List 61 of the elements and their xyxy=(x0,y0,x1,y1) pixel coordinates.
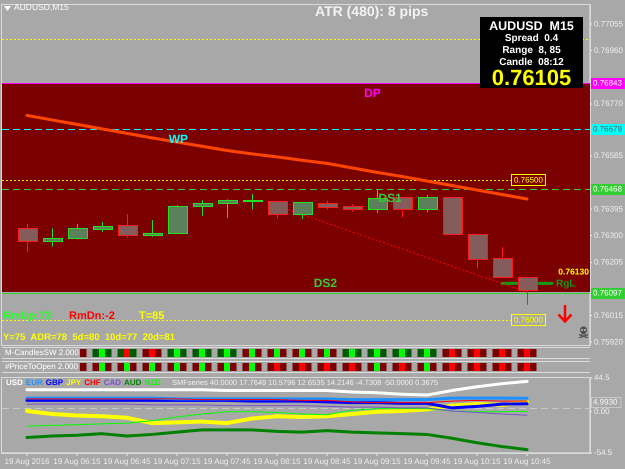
annotation: Spread 0.4 xyxy=(504,33,560,44)
annotation: T=85 xyxy=(139,310,164,322)
text: AUD xyxy=(124,378,142,387)
annotation: ATR (480): 8 pips xyxy=(315,3,428,19)
x-tick-label: 19 Aug 07:15 xyxy=(153,457,202,466)
y-tick-label: 0.76585 xyxy=(594,151,624,160)
ref-line-label: 0.76843 xyxy=(593,78,622,88)
text: M-CandlesSW 2.000 xyxy=(4,348,80,357)
x-tick-label: 19 Aug 08:45 xyxy=(303,457,352,466)
series-label: EUR xyxy=(26,378,43,387)
annotation: Y=75 ADR=78 5d=80 10d=77 20d=81 xyxy=(3,332,176,343)
annotation: WP xyxy=(168,132,188,146)
x-tick-label: 19 Aug 10:45 xyxy=(503,457,552,466)
annotation: AUDUSD M15 xyxy=(488,19,575,33)
y-tick-label: 0.75920 xyxy=(594,337,624,346)
y-tick-label: 0.00 xyxy=(594,406,610,416)
annotation: DP xyxy=(364,86,381,100)
annotation: RmDn:-2 xyxy=(69,310,115,322)
text: JPY xyxy=(66,378,82,387)
series-label: GBP xyxy=(46,378,64,387)
ref-line-label: 4.9930 xyxy=(593,398,618,407)
y-tick-label: 0.76205 xyxy=(594,258,624,267)
y-tick-label: 0.76770 xyxy=(594,99,624,108)
candlestick xyxy=(493,246,513,278)
text: #PriceToOpen 2.000 xyxy=(4,362,79,371)
x-tick-label: 19 Aug 06:45 xyxy=(103,457,152,466)
text: CAD xyxy=(104,378,122,387)
ref-line-label: 0.76097 xyxy=(593,288,622,298)
y-tick-label: 0.76015 xyxy=(594,310,624,320)
ref-line-label: 0.76000 xyxy=(514,316,544,325)
x-tick-label: 19 Aug 06:15 xyxy=(53,457,102,466)
series-label: RgL xyxy=(556,278,576,290)
x-tick-label: 19 Aug 07:45 xyxy=(203,457,252,466)
text: NZD xyxy=(144,378,161,387)
annotation: DS2 xyxy=(314,276,338,290)
x-tick-label: 19 Aug 09:45 xyxy=(403,457,452,466)
x-tick-label: 19 Aug 10:15 xyxy=(453,457,502,466)
y-tick-label: 0.76395 xyxy=(594,204,624,214)
ref-line-label: 0.76679 xyxy=(593,124,622,134)
series-label: USD xyxy=(6,378,23,387)
candlestick xyxy=(168,204,188,234)
series-label: CHF xyxy=(84,378,101,387)
annotation: RmUp:73 xyxy=(3,310,52,322)
x-tick-label: 19 Aug 09:15 xyxy=(353,457,402,466)
annotation: Range 8, 85 xyxy=(501,45,562,56)
candlestick xyxy=(243,193,263,210)
y-tick-label: 0.77055 xyxy=(594,19,624,28)
candlestick xyxy=(468,232,488,269)
candlestick xyxy=(443,197,463,235)
annotation: 0.76105 xyxy=(490,65,572,90)
y-tick-label: 0.76300 xyxy=(594,230,624,240)
ref-line-label: 0.76500 xyxy=(514,176,544,185)
data-label: 0.76130 xyxy=(558,266,590,276)
y-tick-label: -54.5 xyxy=(594,448,613,458)
annotation: Candle 08:12 xyxy=(498,57,565,68)
chart-title: AUDUSD,M15 xyxy=(14,2,69,12)
x-tick-label: 19 Aug 2016 xyxy=(4,457,50,466)
y-tick-label: 44.5 xyxy=(594,373,610,382)
y-tick-label: 0.76960 xyxy=(594,46,624,55)
ref-line-label: 0.76468 xyxy=(593,184,622,194)
x-tick-label: 19 Aug 08:15 xyxy=(253,457,302,466)
